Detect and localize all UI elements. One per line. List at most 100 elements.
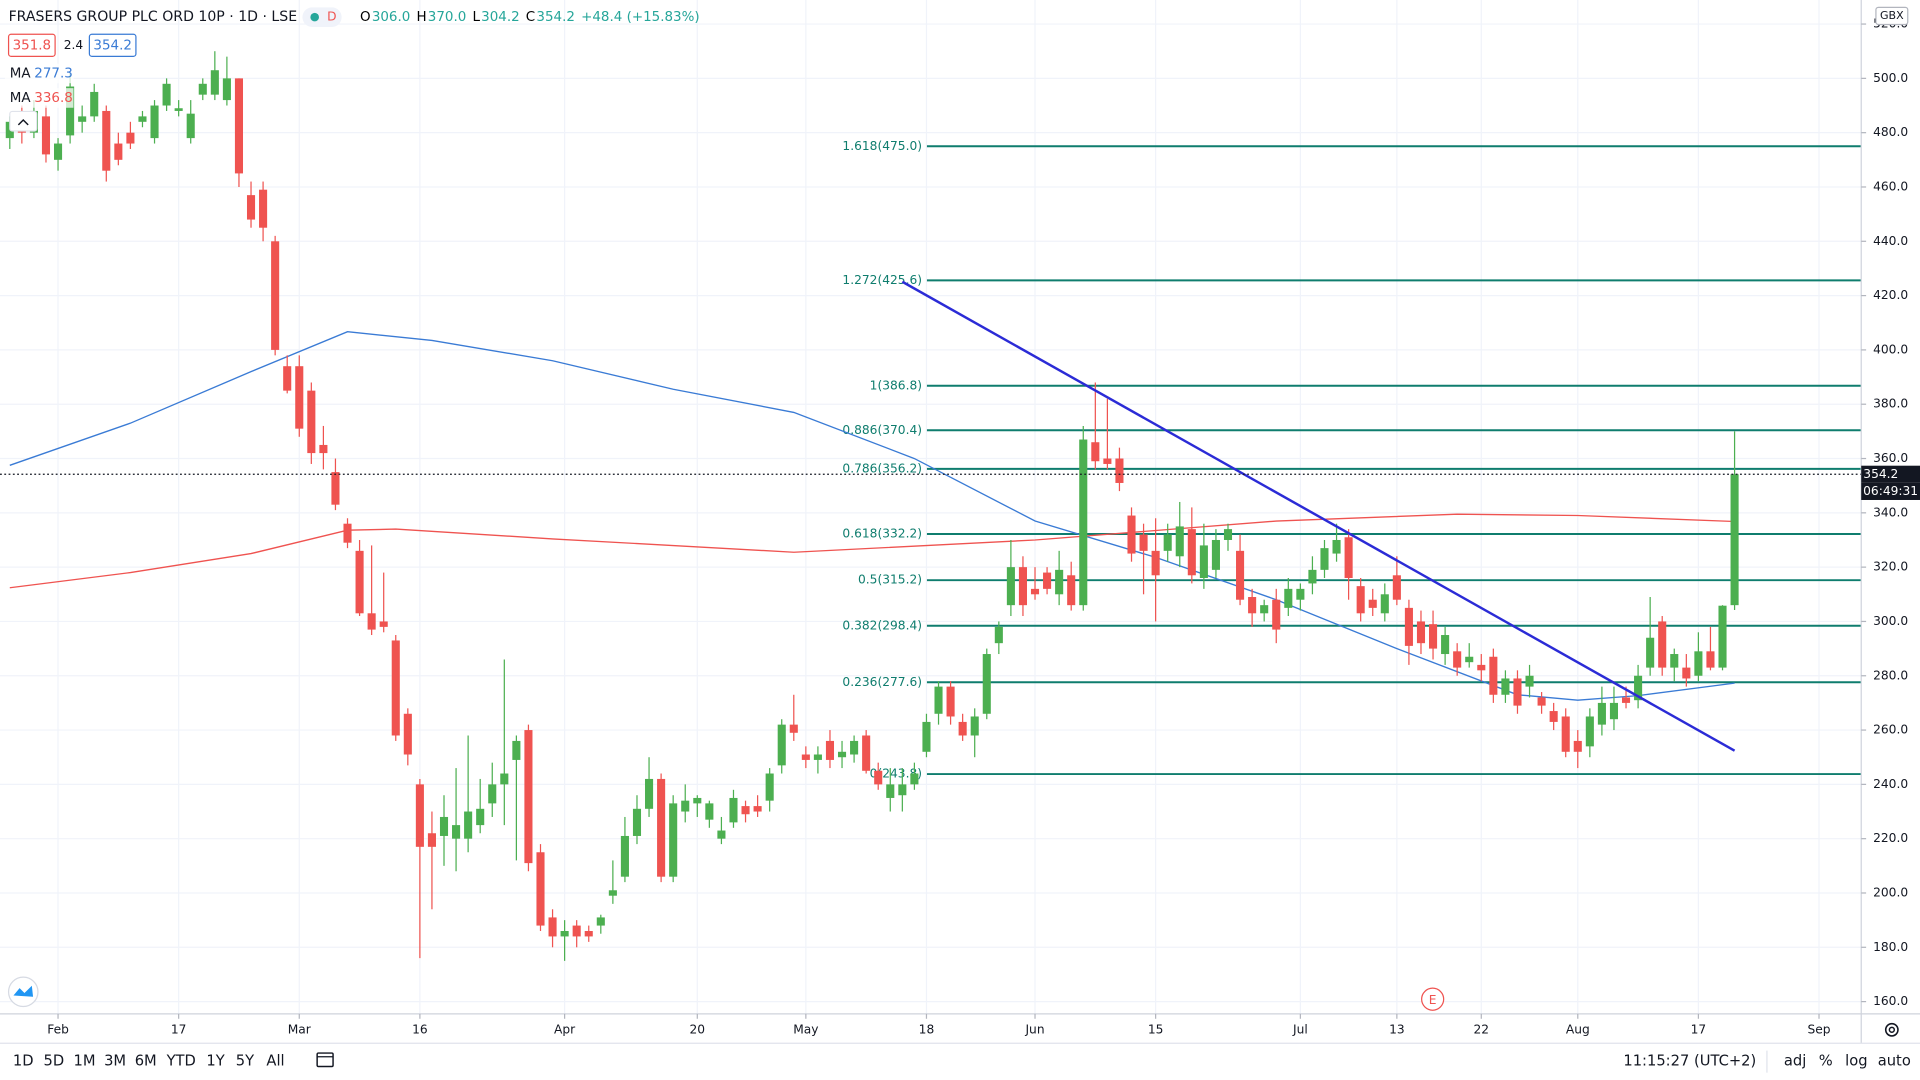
- logo[interactable]: [7, 976, 39, 1008]
- candle-body: [1223, 529, 1233, 540]
- candle-body: [1392, 575, 1401, 600]
- candle-body: [283, 366, 292, 391]
- candle-body: [452, 825, 461, 839]
- x-tick-label: 18: [919, 1022, 935, 1036]
- candle-body: [1621, 697, 1631, 703]
- scale-option[interactable]: adj: [1784, 1053, 1806, 1070]
- y-tick-label: 340.0: [1873, 505, 1908, 519]
- candle-body: [355, 550, 364, 614]
- candle-body: [1465, 656, 1474, 663]
- candle-body: [1248, 597, 1257, 614]
- currency: GBX: [1880, 9, 1904, 22]
- range-button[interactable]: 1M: [73, 1053, 95, 1070]
- candle-body: [1079, 439, 1088, 606]
- candle-body: [825, 740, 835, 760]
- earnings-label: E: [1429, 993, 1437, 1007]
- candle-body: [1549, 711, 1558, 722]
- range-button[interactable]: 1Y: [206, 1053, 224, 1070]
- candle-body: [198, 83, 207, 95]
- candle-body: [138, 116, 147, 122]
- candle-body: [922, 721, 931, 752]
- range-button[interactable]: 3M: [104, 1053, 126, 1070]
- collapse-icon: [17, 118, 29, 126]
- collapse-button[interactable]: [9, 110, 38, 132]
- range-button[interactable]: 6M: [135, 1053, 157, 1070]
- bid: 351.8: [13, 38, 52, 53]
- candle-body: [1404, 607, 1413, 646]
- candle-body: [1429, 624, 1438, 649]
- candle-body: [1260, 605, 1269, 614]
- candle-body: [1706, 651, 1715, 668]
- trendline: [901, 280, 1736, 752]
- range-button[interactable]: 5Y: [236, 1053, 254, 1070]
- candle-body: [150, 105, 159, 139]
- settings-icon[interactable]: [1884, 1022, 1899, 1037]
- candle-body: [403, 713, 412, 755]
- x-tick-label: Sep: [1807, 1022, 1830, 1036]
- fib-label: 1.272(425.6): [842, 273, 922, 287]
- candle-body: [994, 626, 1003, 644]
- status-badge: D: [327, 10, 336, 24]
- symbol-title: FRASERS GROUP PLC ORD 10P · 1D · LSE: [9, 9, 298, 25]
- candle-body: [1489, 656, 1498, 695]
- candle-body: [1634, 675, 1643, 701]
- candle-body: [886, 784, 895, 798]
- candle-body: [102, 110, 111, 171]
- range-button[interactable]: 5D: [44, 1053, 65, 1070]
- candle-body: [669, 803, 678, 877]
- x-tick-label: Mar: [288, 1022, 312, 1036]
- status-dot: [310, 12, 319, 22]
- candle-body: [789, 724, 798, 733]
- candle-body: [850, 740, 859, 755]
- scale-option[interactable]: log: [1845, 1053, 1867, 1070]
- y-tick-label: 200.0: [1873, 885, 1908, 899]
- legend: FRASERS GROUP PLC ORD 10P · 1D · LSE D O 30…: [4, 7, 700, 132]
- candle-body: [1067, 575, 1076, 606]
- candle-body: [1718, 605, 1727, 668]
- ma-legend-bg: [4, 88, 74, 108]
- scale-option[interactable]: auto: [1878, 1053, 1911, 1070]
- candle-body: [1513, 678, 1522, 706]
- candle-body: [934, 686, 943, 714]
- range-button[interactable]: All: [266, 1053, 284, 1070]
- candle-body: [259, 189, 268, 228]
- candle-body: [500, 773, 509, 785]
- candle-body: [114, 143, 123, 160]
- date-range-icon[interactable]: [316, 1052, 334, 1068]
- y-tick-label: 380.0: [1873, 397, 1908, 411]
- x-tick-label: May: [793, 1022, 818, 1036]
- x-tick-label: 15: [1148, 1022, 1164, 1036]
- candle-body: [560, 931, 569, 937]
- ma-legend-name: MA: [10, 66, 32, 81]
- candle-body: [41, 116, 51, 155]
- candle-body: [1175, 526, 1184, 557]
- y-tick-label: 360.0: [1873, 451, 1908, 465]
- candle-body: [777, 724, 786, 766]
- clock: 11:15:27 (UTC+2): [1623, 1053, 1756, 1070]
- countdown: 06:49:31: [1863, 484, 1918, 498]
- candle-body: [439, 816, 449, 836]
- range-button[interactable]: YTD: [166, 1053, 196, 1070]
- moving-average: [9, 513, 1735, 589]
- candle-body: [1018, 567, 1027, 606]
- range-button[interactable]: 1D: [13, 1053, 34, 1070]
- scale-option[interactable]: %: [1819, 1053, 1833, 1070]
- candle-body: [765, 773, 774, 801]
- candle-body: [813, 754, 822, 760]
- candle-body: [608, 890, 617, 896]
- candle-body: [66, 86, 75, 136]
- candle-body: [210, 70, 219, 95]
- candle-body: [78, 116, 87, 122]
- change: +48.4 (+15.83%): [581, 10, 700, 25]
- fib-label: 1(386.8): [870, 378, 922, 392]
- ask-box: [88, 33, 137, 57]
- ma-legend-value: 277.3: [34, 66, 73, 81]
- candle-body: [1441, 635, 1450, 655]
- candle-body: [307, 390, 316, 454]
- logo-mark: [13, 985, 34, 997]
- candle-body: [427, 833, 436, 847]
- earnings-marker[interactable]: [1421, 987, 1445, 1011]
- candle-body: [1127, 515, 1136, 554]
